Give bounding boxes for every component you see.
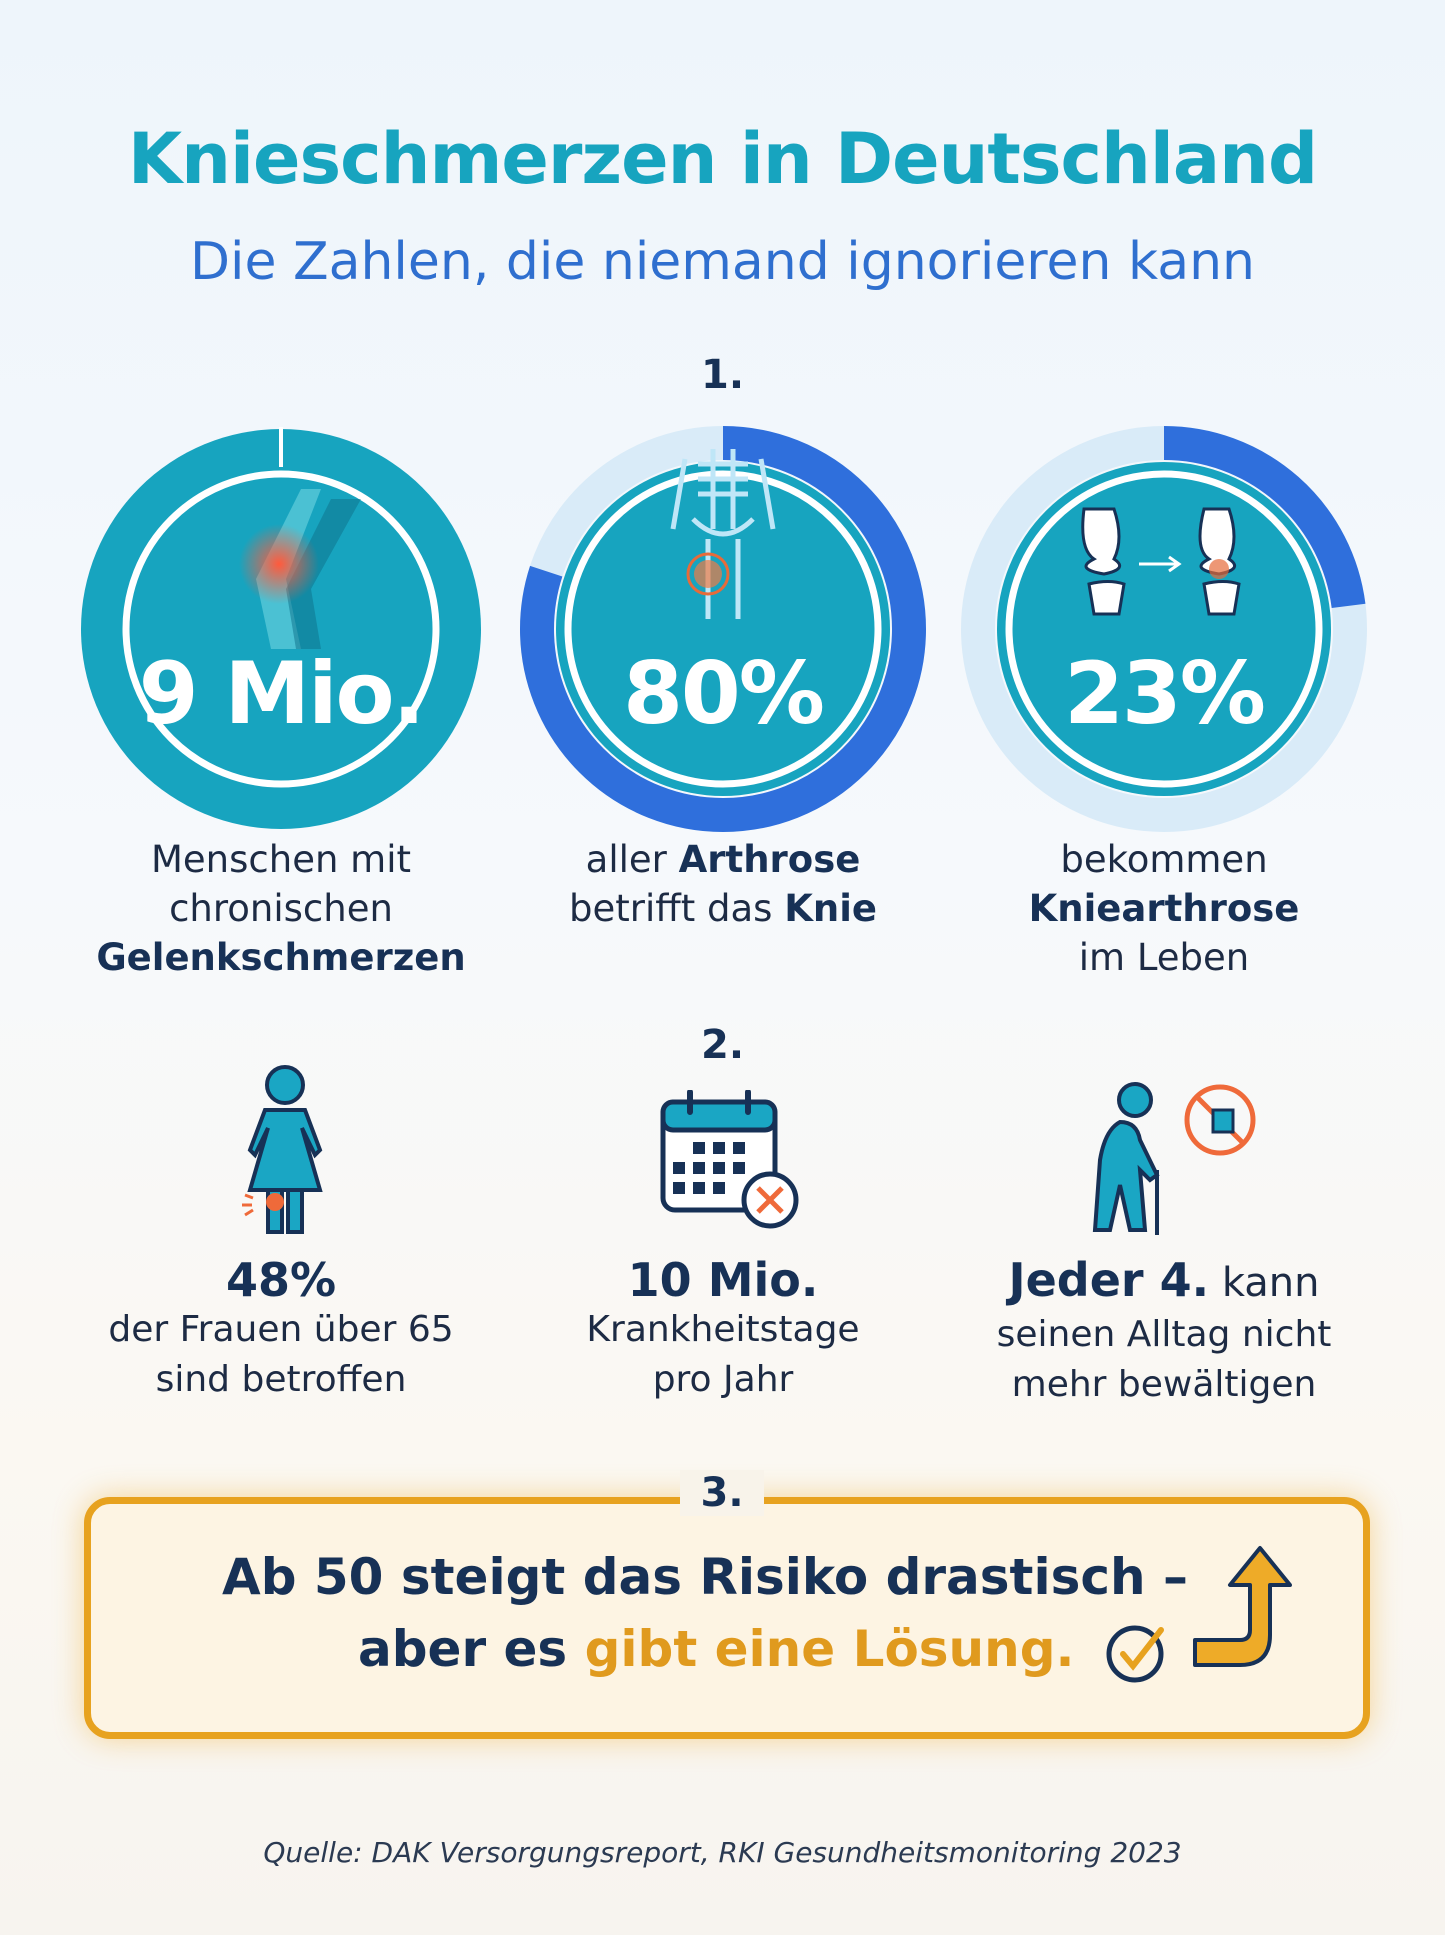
check-circle-icon xyxy=(1106,1625,1164,1683)
skeleton-icon xyxy=(670,449,776,619)
stat-label: Menschen mit chronischen Gelenkschmerzen xyxy=(61,835,501,982)
section-2-number: 2. xyxy=(700,1022,745,1068)
source-note: Quelle: DAK Versorgungsreport, RKI Gesun… xyxy=(263,1836,1182,1869)
progress-ring xyxy=(520,426,926,832)
stat-value: Jeder 4. xyxy=(1008,1253,1210,1307)
label-text: betrifft das xyxy=(568,887,785,930)
label-bold: Gelenkschmerzen xyxy=(96,936,466,979)
label-line: Menschen mit xyxy=(150,838,411,881)
page-title: Knieschmerzen in Deutschland xyxy=(127,118,1318,200)
label-line: betrifft das Knie xyxy=(503,884,943,933)
callout-highlight: gibt eine Lösung. xyxy=(584,1620,1075,1678)
label-bold: Kniearthrose xyxy=(1028,887,1300,930)
ring-progress xyxy=(520,426,926,832)
label-line: im Leben xyxy=(1078,936,1250,979)
elderly-person-icon xyxy=(1092,1082,1256,1235)
stat-label: bekommen Kniearthrose im Leben xyxy=(944,835,1384,982)
stat-value: 10 Mio. xyxy=(627,1253,819,1307)
callout-text: aber es xyxy=(358,1620,585,1678)
stat-value: 80% xyxy=(623,644,825,744)
callout-box xyxy=(84,1497,1370,1739)
stat-line: Krankheitstage xyxy=(586,1309,860,1350)
stat-10-mio: 10 Mio. Krankheitstage pro Jahr xyxy=(503,1255,943,1405)
label-bold: Arthrose xyxy=(678,838,861,881)
stat-value: 48% xyxy=(225,1253,337,1307)
callout-line-2: aber es gibt eine Lösung. xyxy=(358,1620,1075,1678)
stat-suffix: kann xyxy=(1209,1260,1320,1306)
stat-line: pro Jahr xyxy=(652,1359,794,1400)
label-line: chronischen xyxy=(169,887,393,930)
stat-jeder-4: Jeder 4. kann seinen Alltag nicht mehr b… xyxy=(944,1255,1384,1410)
label-text: aller xyxy=(585,838,679,881)
page-subtitle: Die Zahlen, die niemand ignorieren kann xyxy=(189,232,1256,292)
stat-line: mehr bewältigen xyxy=(1011,1364,1317,1405)
stat-label: aller Arthrose betrifft das Knie xyxy=(503,835,943,933)
stat-circle-80-percent: 80% xyxy=(513,419,933,839)
label-bold: Knie xyxy=(784,887,877,930)
stat-circle-23-percent: 23% xyxy=(954,419,1374,839)
arrow-up-icon xyxy=(1193,1546,1292,1667)
label-line: bekommen xyxy=(1060,838,1268,881)
section-3-number: 3. xyxy=(680,1470,764,1516)
stat-line: der Frauen über 65 xyxy=(108,1309,454,1350)
inner-ring xyxy=(564,470,882,788)
stat-circle-9-mio: 9 Mio. xyxy=(71,419,491,839)
label-line: aller Arthrose xyxy=(503,835,943,884)
callout-line-1: Ab 50 steigt das Risiko drastisch – xyxy=(222,1548,1188,1606)
stat-line: seinen Alltag nicht xyxy=(996,1314,1332,1355)
stat-48-percent: 48% der Frauen über 65 sind betroffen xyxy=(61,1255,501,1405)
woman-knee-pain-icon xyxy=(242,1065,323,1234)
stat-line: sind betroffen xyxy=(155,1359,407,1400)
section-1-number: 1. xyxy=(700,352,745,398)
joint-degeneration-icon xyxy=(1081,507,1241,616)
ring-progress xyxy=(961,426,1367,832)
knee-pain-icon xyxy=(239,489,361,649)
calendar-cancel-icon xyxy=(660,1090,799,1229)
stat-value: 9 Mio. xyxy=(138,644,426,744)
stat-value: 23% xyxy=(1064,644,1266,744)
